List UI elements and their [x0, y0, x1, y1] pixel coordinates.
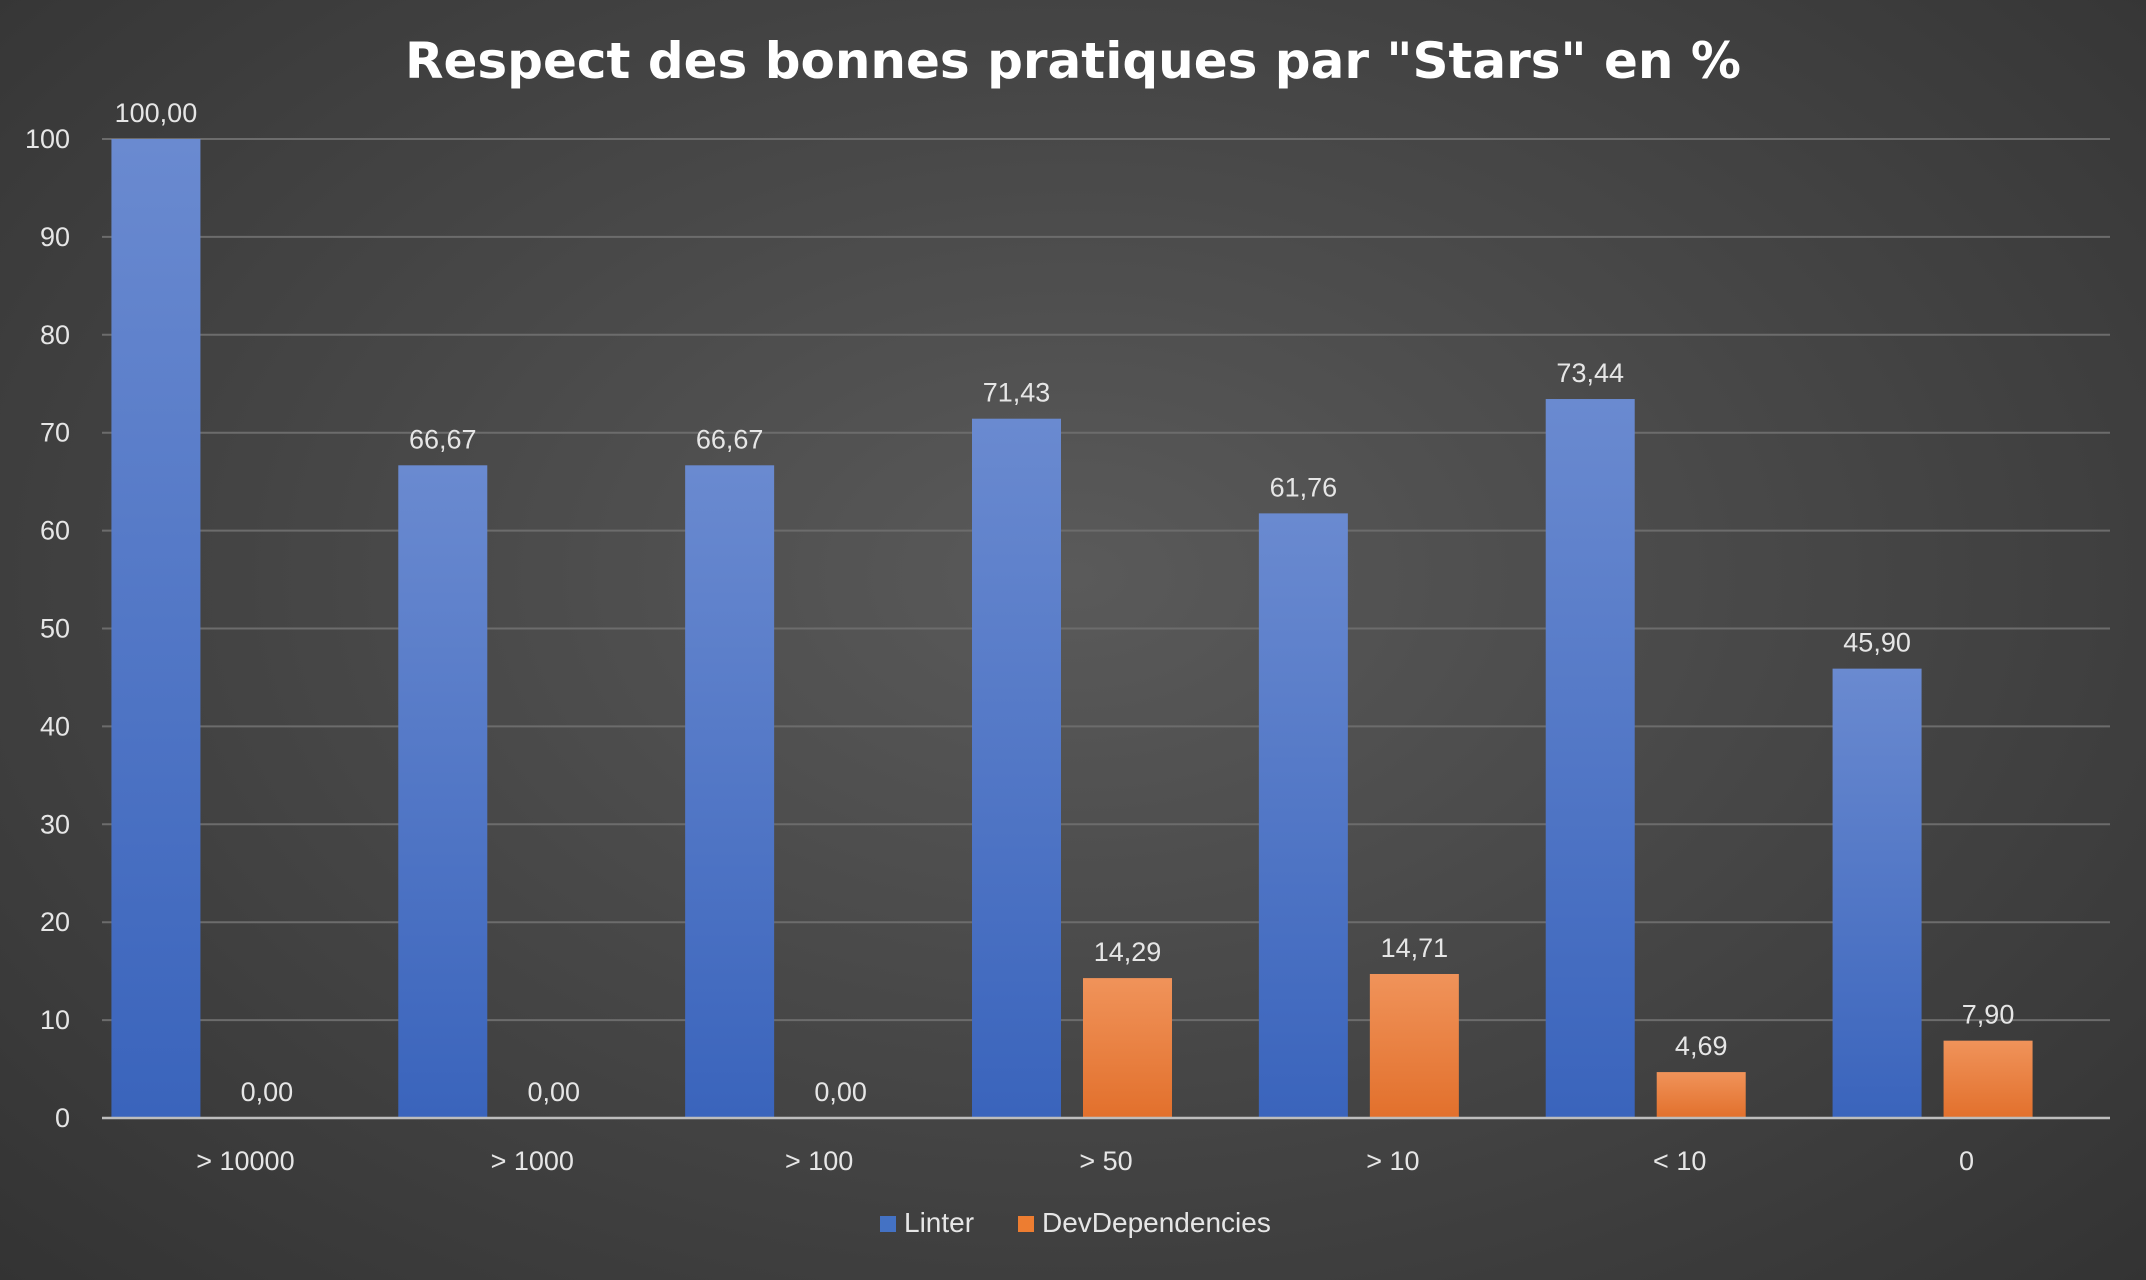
- data-label: 0,00: [241, 1077, 294, 1107]
- data-label: 7,90: [1962, 1000, 2015, 1030]
- x-axis: > 10000 > 1000 > 100 > 50 > 10 < 10 0: [102, 1116, 2110, 1176]
- y-tick-label: 40: [40, 711, 70, 741]
- bar-linter: [1258, 513, 1348, 1118]
- y-tick-label: 80: [40, 320, 70, 350]
- bar-linter: [1545, 399, 1635, 1118]
- bar-linter: [972, 418, 1061, 1118]
- x-tick-label: > 50: [1079, 1146, 1132, 1176]
- legend: Linter DevDependencies: [880, 1207, 1271, 1238]
- data-label: 61,76: [1270, 472, 1338, 502]
- x-tick-label: < 10: [1653, 1146, 1706, 1176]
- data-label: 4,69: [1675, 1031, 1728, 1061]
- x-tick-label: > 10000: [196, 1146, 294, 1176]
- legend-label: Linter: [904, 1207, 974, 1238]
- bar-devdependencies: [1369, 973, 1459, 1118]
- x-tick-label: 0: [1959, 1146, 1974, 1176]
- bar-linter: [398, 465, 488, 1119]
- x-tick-label: > 100: [785, 1146, 853, 1176]
- bar-linter: [1832, 668, 1922, 1118]
- y-tick-label: 70: [40, 418, 70, 448]
- bar-devdependencies: [1656, 1072, 1746, 1118]
- data-label: 66,67: [696, 424, 764, 454]
- legend-swatch: [1018, 1216, 1034, 1232]
- bar-devdependencies: [1943, 1040, 2033, 1118]
- data-label: 71,43: [983, 378, 1051, 408]
- data-label: 0,00: [528, 1077, 581, 1107]
- legend-label: DevDependencies: [1042, 1207, 1271, 1238]
- y-tick-label: 50: [40, 614, 70, 644]
- y-tick-label: 90: [40, 222, 70, 252]
- x-tick-label: > 1000: [491, 1146, 574, 1176]
- y-axis: 0 10 20 30 40 50 60 70 80 90 100: [25, 124, 70, 1133]
- bar-devdependencies: [1083, 978, 1172, 1118]
- data-labels: 100,00 0,00 66,67 0,00 66,67 0,00 71,43 14,29 61…: [115, 98, 2015, 1107]
- data-label: 14,29: [1094, 937, 1162, 967]
- data-label: 73,44: [1556, 358, 1624, 388]
- legend-swatch: [880, 1216, 896, 1232]
- x-tick-label: > 10: [1366, 1146, 1419, 1176]
- bar-linter: [111, 139, 201, 1118]
- bar-linter: [685, 465, 775, 1119]
- y-tick-label: 60: [40, 516, 70, 546]
- data-label: 100,00: [115, 98, 198, 128]
- y-tick-label: 100: [25, 124, 70, 154]
- data-label: 66,67: [409, 424, 477, 454]
- bars: [111, 139, 2033, 1119]
- y-tick-label: 30: [40, 809, 70, 839]
- data-label: 14,71: [1381, 933, 1449, 963]
- data-label: 45,90: [1843, 628, 1911, 658]
- chart-title: Respect des bonnes pratiques par "Stars"…: [405, 32, 1741, 90]
- y-tick-label: 0: [55, 1103, 70, 1133]
- y-tick-label: 10: [40, 1005, 70, 1035]
- y-tick-label: 20: [40, 907, 70, 937]
- data-label: 0,00: [814, 1077, 867, 1107]
